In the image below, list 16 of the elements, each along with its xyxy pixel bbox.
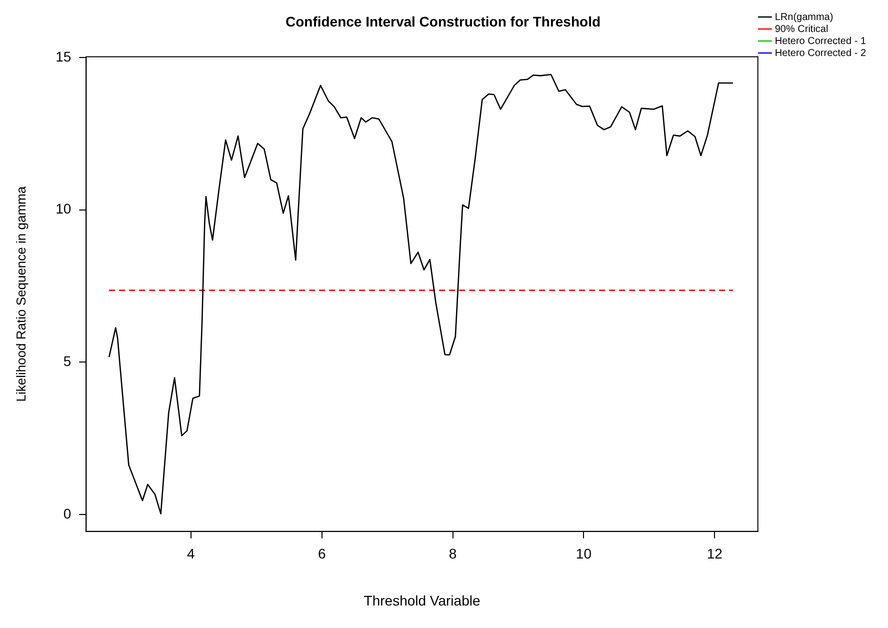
y-tick-label: 10 [56, 200, 72, 217]
legend-label: LRn(gamma) [774, 12, 834, 23]
chart-title: Confidence Interval Construction for Threshold [285, 13, 601, 30]
y-tick-label: 0 [63, 505, 72, 522]
y-tick-label: 5 [63, 353, 72, 370]
y-tick-label: 15 [56, 48, 72, 64]
x-tick-label: 10 [576, 546, 592, 562]
x-axis-title: Threshold Variable [364, 592, 480, 608]
x-tick-label: 6 [318, 546, 326, 562]
x-tick-label: 12 [706, 546, 723, 562]
x-tick-label: 8 [448, 546, 457, 562]
x-tick-label: 4 [187, 546, 196, 562]
y-axis-title: Likelihood Ratio Sequence in gamma [13, 186, 28, 402]
legend-label: Hetero Corrected - 2 [774, 48, 866, 59]
legend-label: 90% Critical [774, 24, 828, 35]
legend-label: Hetero Corrected - 1 [774, 36, 866, 47]
